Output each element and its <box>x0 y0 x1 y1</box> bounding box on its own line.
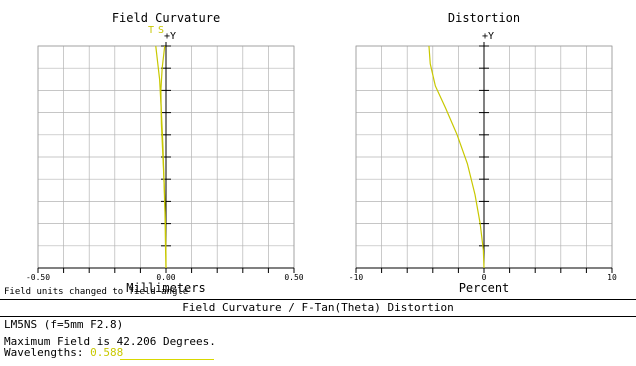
wavelengths-row: Wavelengths: 0.588 <box>4 346 123 359</box>
wavelengths-label: Wavelengths: <box>4 346 84 359</box>
legend-entry: S <box>158 25 164 36</box>
wavelength-underline <box>120 359 214 360</box>
x-tick-label: 0 <box>482 273 487 282</box>
x-axis-label: Millimeters <box>126 281 205 295</box>
chart-title: Field Curvature <box>112 11 220 25</box>
legend-entry: T <box>148 25 154 36</box>
x-axis-label: Percent <box>459 281 510 295</box>
plot-area: Field Curvature +Y T S -0.50 0.00 0.50 Millimet… <box>26 11 617 295</box>
chart-title: Distortion <box>448 11 520 25</box>
y-axis-label: +Y <box>164 31 176 42</box>
lens-name: LM5NS (f=5mm F2.8) <box>4 318 124 331</box>
x-tick-label: -0.50 <box>26 273 50 282</box>
x-tick-label: 0.00 <box>156 273 175 282</box>
status-message: Field units changed to field angle <box>4 287 189 297</box>
series-line <box>160 45 167 268</box>
x-tick-label: 10 <box>607 273 617 282</box>
y-axis-label: +Y <box>482 31 494 42</box>
series-line <box>428 45 485 269</box>
x-tick-label: 0.50 <box>284 273 303 282</box>
wavelength-value: 0.588 <box>90 346 124 359</box>
x-tick-label: -10 <box>349 273 364 282</box>
report-title: Field Curvature / F-Tan(Theta) Distortio… <box>0 299 636 317</box>
max-field: Maximum Field is 42.206 Degrees. <box>4 335 216 348</box>
